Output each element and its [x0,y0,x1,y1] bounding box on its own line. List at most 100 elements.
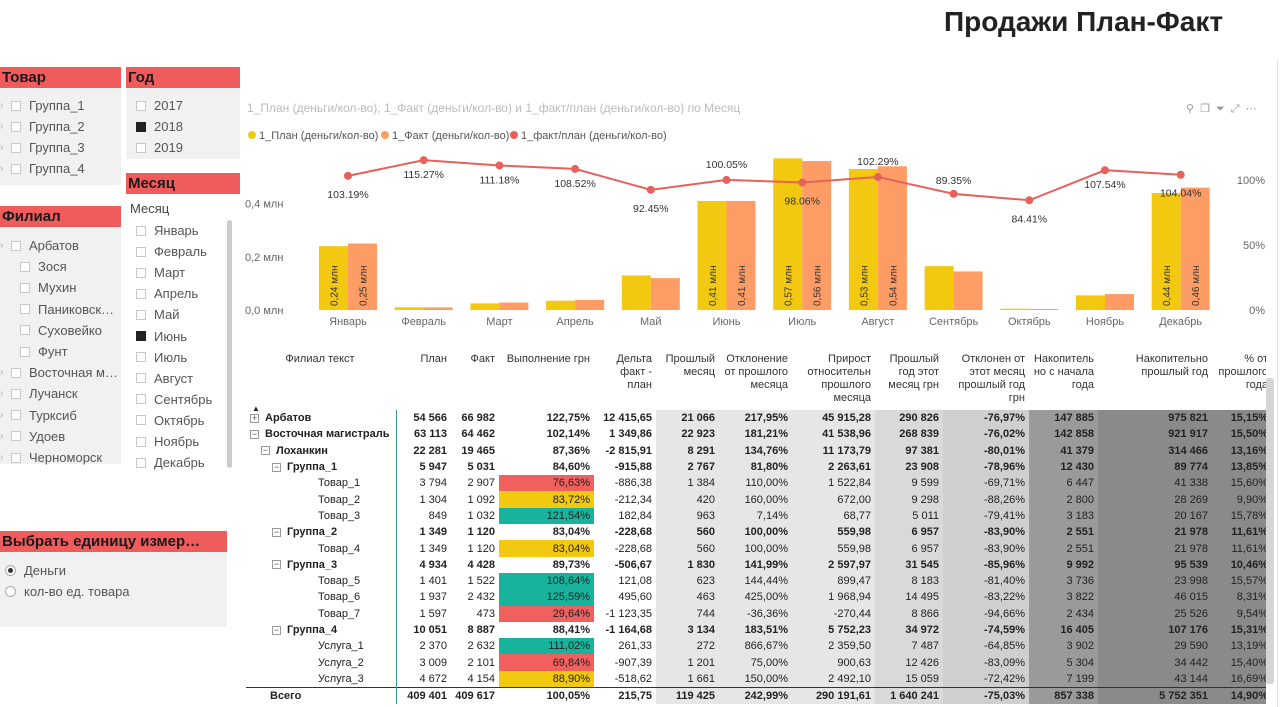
checkbox[interactable] [136,309,146,320]
slicer-item-month[interactable]: Май [136,307,179,322]
slicer-item-filial[interactable]: Зося [20,259,67,274]
slicer-mesyac-scrollbar[interactable] [227,220,232,468]
slicer-item-filial[interactable]: › Черноморск [0,450,102,465]
radio-button[interactable] [5,586,16,597]
expand-row-icon[interactable]: + [250,412,259,423]
expand-icon[interactable]: › [0,100,4,111]
checkbox[interactable] [136,394,146,405]
slicer-item-filial[interactable]: › Лучанск [0,386,78,401]
slicer-item-filial[interactable]: › Арбатов [0,238,79,253]
table-cell[interactable]: + Арбатов [246,410,397,427]
checkbox[interactable] [11,367,21,378]
table-cell[interactable]: Товар_6 [246,589,397,606]
focus-mode-icon[interactable]: ⤢ [1230,103,1246,115]
checkbox[interactable] [136,352,146,363]
expand-icon[interactable]: › [0,409,4,421]
slicer-item-month[interactable]: Апрель [136,286,198,301]
slicer-item-god[interactable]: 2018 [136,119,183,134]
expand-icon[interactable]: › [0,388,4,400]
table-cell[interactable]: Товар_4 [246,540,397,557]
slicer-item-month[interactable]: Август [136,371,193,386]
collapse-row-icon[interactable]: − [261,445,270,456]
copy-icon[interactable]: ❐ [1200,103,1216,115]
checkbox[interactable] [11,142,21,153]
checkbox[interactable] [136,373,146,384]
checkbox[interactable] [136,457,146,468]
checkbox[interactable] [11,121,21,132]
column-header[interactable]: Прошлый год этот месяц грн [888,353,939,391]
collapse-row-icon[interactable]: − [250,429,259,440]
table-cell[interactable]: Услуга_2 [246,654,397,671]
checkbox[interactable] [20,282,30,293]
column-header[interactable]: Прошлый месяц [665,353,715,378]
table-cell[interactable]: − Группа_2 [246,524,397,541]
expand-icon[interactable]: › [0,121,4,132]
checkbox[interactable] [136,436,146,447]
checkbox[interactable] [11,452,21,463]
checkbox[interactable] [20,346,30,357]
checkbox[interactable] [11,163,21,174]
checkbox[interactable] [136,142,146,153]
slicer-item-god[interactable]: 2017 [136,98,183,113]
column-header[interactable]: Выполнение грн [506,353,590,365]
table-cell[interactable]: Товар_1 [246,475,397,492]
slicer-item-filial[interactable]: › Удоев [0,429,65,444]
table-cell[interactable]: Товар_2 [246,491,397,508]
checkbox[interactable] [11,240,21,251]
collapse-row-icon[interactable]: − [272,461,281,472]
column-header[interactable]: Отклонение от прошлого месяца [724,353,788,391]
table-cell[interactable]: − Группа_3 [246,556,397,573]
slicer-item-month[interactable]: Октябрь [136,413,204,428]
collapse-row-icon[interactable]: − [272,624,281,635]
slicer-item-month[interactable]: Февраль [136,244,207,259]
table-cell[interactable]: Товар_5 [246,572,397,590]
checkbox[interactable] [11,410,21,421]
collapse-row-icon[interactable]: − [272,559,281,570]
slicer-item-tovar[interactable]: › Группа_4 [0,161,85,176]
table-cell[interactable]: Услуга_3 [246,670,397,688]
slicer-item-month[interactable]: Март [136,265,185,280]
column-header[interactable]: Накопитель но с начала года [1033,353,1094,391]
slicer-item-filial[interactable]: Мухин [20,280,76,295]
column-header[interactable]: План [420,353,447,365]
unit-option[interactable]: кол-во ед. товара [5,584,130,599]
unit-option[interactable]: Деньги [5,563,66,578]
table-cell[interactable]: Товар_3 [246,507,397,525]
slicer-item-filial[interactable]: Паниковск… [20,302,114,317]
checkbox[interactable] [11,388,21,399]
slicer-item-tovar[interactable]: › Группа_3 [0,140,85,155]
column-header[interactable]: Накопительно прошлый год [1135,353,1208,378]
column-header[interactable]: % от прошлого года [1218,353,1266,391]
slicer-item-tovar[interactable]: › Группа_2 [0,119,85,134]
expand-icon[interactable]: › [0,430,4,442]
slicer-item-month[interactable]: Июль [136,350,187,365]
collapse-row-icon[interactable]: − [272,526,281,537]
slicer-item-filial[interactable]: › Восточная м… [0,365,118,380]
checkbox[interactable] [20,304,30,315]
slicer-item-tovar[interactable]: › Группа_1 [0,98,85,113]
table-cell[interactable]: − Лоханкин [246,442,397,459]
checkbox[interactable] [11,100,21,111]
slicer-item-filial[interactable]: › Турксиб [0,408,77,423]
column-header[interactable]: Отклонен от этот месяц прошлый год грн [958,353,1025,404]
table-cell[interactable]: − Группа_4 [246,621,397,639]
checkbox[interactable] [136,100,146,111]
checkbox[interactable] [136,331,146,341]
slicer-item-month[interactable]: Июнь [136,329,187,344]
checkbox[interactable] [136,288,146,299]
column-header[interactable]: Дельта факт - план [616,353,652,391]
checkbox[interactable] [136,415,146,426]
expand-icon[interactable]: › [0,163,4,174]
expand-icon[interactable]: › [0,367,4,379]
checkbox[interactable] [136,225,146,236]
sort-arrow-icon[interactable]: ▲ [252,404,260,413]
table-cell[interactable]: − Восточная магистраль [246,426,397,443]
table-cell[interactable]: Услуга_1 [246,638,397,655]
slicer-item-month[interactable]: Январь [136,223,199,238]
slicer-item-god[interactable]: 2019 [136,140,183,155]
checkbox[interactable] [20,261,30,272]
expand-icon[interactable]: › [0,240,4,251]
checkbox[interactable] [136,267,146,278]
slicer-item-filial[interactable]: Фунт [20,344,68,359]
column-header[interactable]: Прирост относительн прошлого месяца [807,353,871,404]
